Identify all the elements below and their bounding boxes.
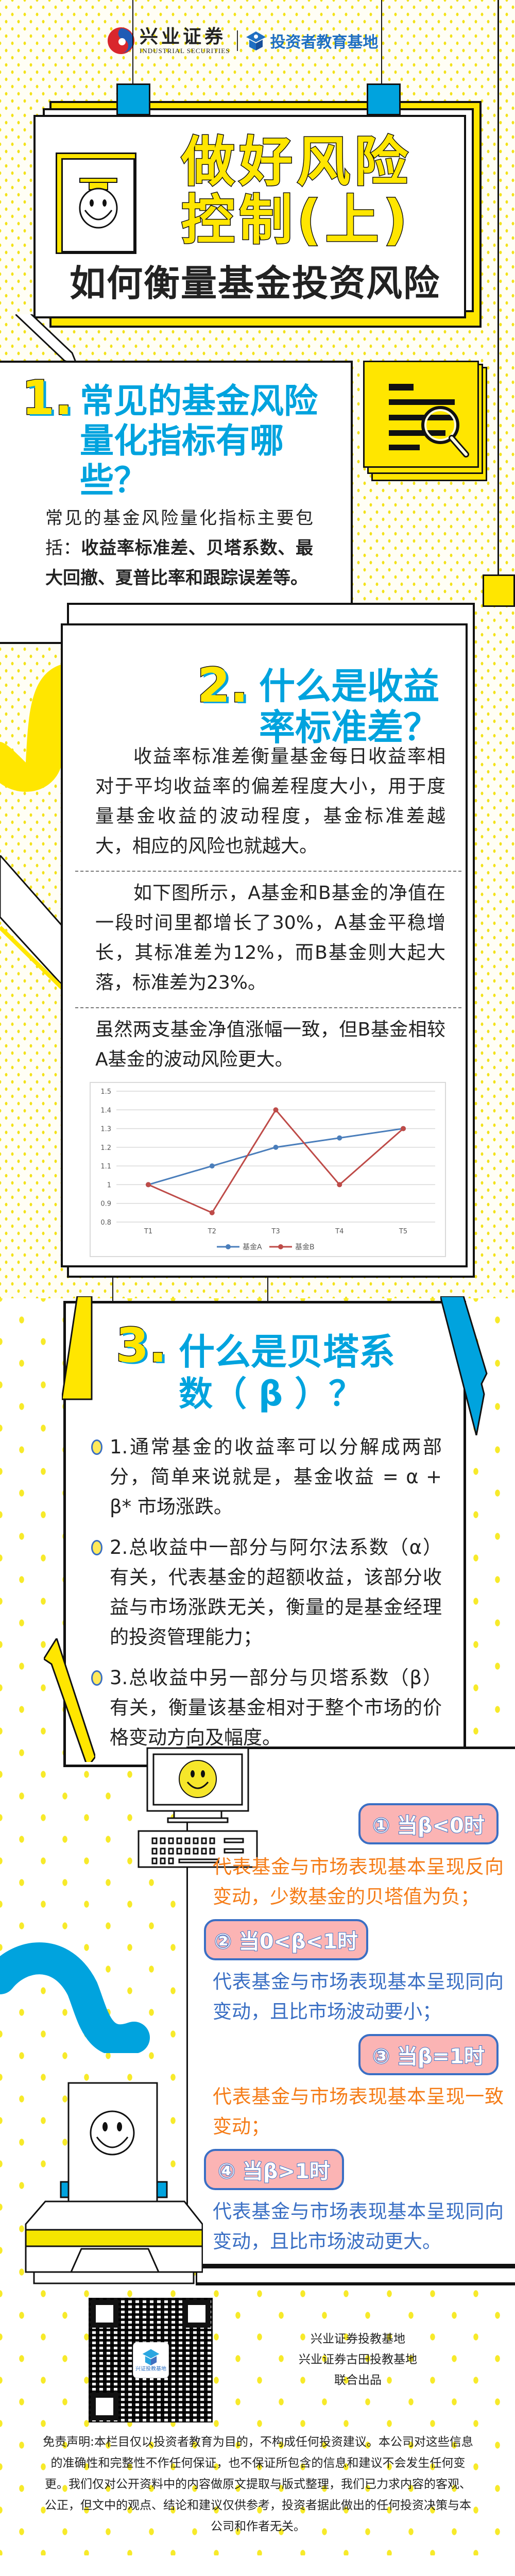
panel-backing: [196, 2267, 515, 2285]
bullet-icon: [91, 1439, 102, 1455]
bullet-icon: [91, 1540, 102, 1555]
section3-card: [63, 1301, 466, 1767]
footer-credits: 兴业证券投教基地 兴业证券古田投教基地 联合出品: [299, 2332, 417, 2387]
section3-title-line1: 什么是贝塔系: [179, 1331, 395, 1373]
data-point: [401, 1126, 406, 1131]
chart-svg: 1.5 1.4 1.3 1.2 1.1 1 0.9 0.8 T1 T2 T3 T4 T5 基金A 基金B: [100, 1088, 435, 1251]
beta-point-2: 2.总收益中一部分与阿尔法系数（α）有关，代表基金的超额收益，该部分收益与市场涨…: [110, 1536, 442, 1648]
section2-title: 什么是收益率标准差？: [259, 665, 439, 749]
yellow-tape-decoration: [44, 1638, 95, 1762]
binder-clip-icon: [483, 574, 515, 607]
series-line-2: [148, 1108, 404, 1214]
data-point: [209, 1163, 215, 1169]
y-tick-label: 1.2: [100, 1144, 111, 1152]
data-point: [337, 1135, 342, 1141]
nav-line-chart: 1.5 1.4 1.3 1.2 1.1 1 0.9 0.8 T1 T2 T3 T4 T5 基金A 基金B: [90, 1082, 446, 1257]
section1-card: [0, 361, 353, 644]
disclaimer: 免责声明:本栏目仅以投资者教育为目的，不构成任何投资建议。本公司对这些信息的准确…: [43, 2435, 473, 2533]
y-tick-label: 0.8: [100, 1219, 111, 1227]
yellow-blob-decoration: [0, 665, 61, 792]
document-magnifier-icon: [363, 361, 488, 482]
beta-case-4-desc: 代表基金与市场表现基本呈现同向变动，且比市场波动更大。: [213, 2200, 504, 2252]
y-tick-label: 1: [107, 1181, 111, 1189]
legend-marker: [278, 1244, 283, 1249]
hanging-string: [112, 1278, 113, 1301]
data-point: [337, 1182, 342, 1188]
hero-subtitle: 如何衡量基金投资风险: [70, 262, 440, 304]
hanging-string: [132, 0, 133, 85]
beta-case-3-desc: 代表基金与市场表现基本呈现一致变动；: [213, 2086, 504, 2138]
data-point: [146, 1182, 151, 1188]
bullet-icon: [91, 1670, 102, 1686]
header-logo: 兴业证券 INDUSTRIAL SECURITIES 投资者教育基地: [107, 25, 410, 57]
smiley-graduate-document-icon: [56, 152, 136, 254]
section3-title-line2: 数（ β ）？: [179, 1374, 363, 1414]
hanging-line: [497, 0, 499, 577]
section1-body: 常见的基金风险量化指标主要包括：收益率标准差、贝塔系数、最大回撤、夏普比率和跟踪…: [45, 508, 314, 588]
y-tick-label: 1.3: [100, 1126, 111, 1133]
blue-squiggle-decoration: [0, 1942, 150, 2053]
y-tick-label: 1.4: [100, 1107, 111, 1114]
x-tick-label: T4: [335, 1228, 344, 1235]
education-base-logo-icon: 兴证投教基地: [133, 2342, 169, 2378]
data-point: [209, 1210, 215, 1215]
divider: [75, 1007, 461, 1008]
legend-label: 基金A: [243, 1243, 262, 1251]
brand-name-en: INDUSTRIAL SECURITIES: [140, 47, 230, 55]
hero-title-line2: 控制(上): [180, 189, 412, 251]
hero-title-line1: 做好风险: [180, 130, 413, 193]
y-tick-label: 0.9: [100, 1200, 111, 1208]
data-point: [273, 1144, 279, 1150]
beta-case-1-desc: 代表基金与市场表现基本呈现反向变动，少数基金的贝塔值为负；: [213, 1856, 504, 1908]
yellow-tape-decoration: [62, 1296, 93, 1400]
y-tick-label: 1.5: [100, 1088, 111, 1096]
binder-clip-icon: [116, 83, 150, 115]
partner-name: 投资者教育基地: [270, 33, 379, 52]
section1-number: 1.: [21, 370, 74, 426]
section2-number: 2.: [197, 658, 249, 713]
x-tick-label: T3: [271, 1228, 280, 1235]
x-tick-label: T2: [208, 1228, 216, 1235]
legend-marker: [226, 1244, 231, 1249]
beta-point-3: 3.总收益中另一部分与贝塔系数（β）有关，衡量该基金相对于整个市场的价格变动方向…: [110, 1667, 442, 1749]
beta-case-1-label: ① 当β<0时: [358, 1803, 499, 1844]
series-line-1: [148, 1128, 404, 1185]
qr-code[interactable]: 兴证投教基地: [89, 2298, 213, 2422]
blue-tape-decoration: [440, 1296, 488, 1435]
legend-label: 基金B: [295, 1243, 315, 1251]
computer-smiley-icon: [138, 1747, 258, 1868]
y-tick-label: 1.1: [100, 1163, 111, 1171]
beta-case-2-desc: 代表基金与市场表现基本呈现同向变动，且比市场波动要小；: [213, 1971, 504, 2023]
hanging-string: [381, 0, 382, 85]
beta-point-1: 1.通常基金的收益率可以分解成两部分，简单来说就是，基金收益 = α + β* …: [110, 1436, 442, 1518]
beta-case-3-label: ③ 当β=1时: [358, 2034, 499, 2075]
divider: [75, 871, 461, 872]
section3-number: 3.: [115, 1318, 168, 1373]
printer-smiley-icon: [25, 2082, 203, 2284]
x-tick-label: T5: [399, 1228, 407, 1235]
binder-clip-icon: [367, 83, 401, 115]
indicator-list: 收益率标准差、贝塔系数、最大回撤、夏普比率和跟踪误差等。: [45, 538, 314, 588]
brand-name: 兴业证券: [140, 26, 227, 47]
divider: [237, 30, 238, 51]
section2-para2: 如下图所示，A基金和B基金的净值在一段时间里都增长了30%，A基金平稳增长，其标…: [95, 883, 445, 993]
hanging-string: [267, 1278, 268, 1301]
section1-title: 常见的基金风险量化指标有哪些？: [80, 381, 318, 500]
beta-case-2-label: ② 当0<β<1时: [204, 1919, 368, 1960]
education-base-logo-icon: [246, 31, 266, 50]
beta-case-4-label: ④ 当β>1时: [204, 2149, 344, 2190]
section2-para3: 虽然两支基金净值涨幅一致，但B基金相较A基金的波动风险更大。: [95, 1019, 445, 1070]
qr-label: 兴证投教基地: [135, 2366, 166, 2372]
x-tick-label: T1: [144, 1228, 152, 1235]
industrial-securities-logo-icon: [108, 27, 134, 54]
section2-para1: 收益率标准差衡量基金每日收益率相对于平均收益率的偏差程度大小，用于度量基金收益的…: [95, 746, 445, 857]
data-point: [273, 1107, 279, 1113]
